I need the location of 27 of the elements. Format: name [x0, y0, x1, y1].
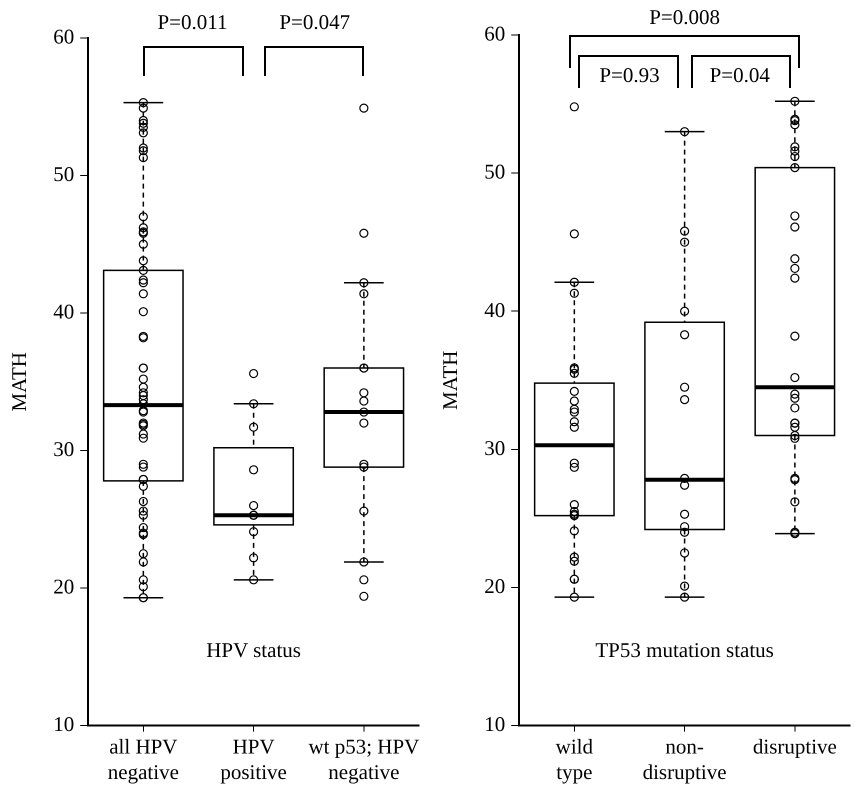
annotation: P=0.93 — [599, 63, 660, 87]
y-tick-label: 50 — [53, 162, 74, 186]
y-tick-label: 60 — [484, 22, 506, 46]
x-tick-label: non-disruptive — [642, 734, 727, 784]
y-tick-label: 10 — [484, 712, 506, 736]
y-tick-label: 10 — [53, 712, 74, 736]
x-axis-title: TP53 mutation status — [595, 638, 774, 662]
x-tick-label: HPV positive — [220, 734, 287, 784]
x-tick-label: wild type — [556, 734, 594, 784]
text: P=0.047 — [279, 10, 350, 34]
y-tick-label: 30 — [484, 436, 506, 460]
y-tick-label: 20 — [53, 574, 74, 599]
x-tick-label: wt p53; HPV negative — [308, 734, 420, 784]
text: P=0.011 — [157, 10, 228, 34]
x-tick-label: all HPV negative — [108, 734, 179, 784]
x-axis-title: HPV status — [206, 638, 301, 662]
y-tick-label: 30 — [53, 437, 74, 462]
y-axis-title: MATH — [7, 352, 32, 412]
y-tick-label: 20 — [484, 574, 506, 598]
y-tick-label: 40 — [53, 300, 74, 324]
y-tick-label: 40 — [484, 298, 506, 322]
y-tick-label: 60 — [53, 24, 74, 49]
x-tick-label: disruptive — [752, 734, 837, 759]
y-tick-label: 50 — [484, 160, 506, 184]
y-axis-title: MATH — [438, 350, 462, 410]
text: P=0.008 — [649, 5, 720, 29]
annotation: P=0.04 — [710, 63, 770, 87]
